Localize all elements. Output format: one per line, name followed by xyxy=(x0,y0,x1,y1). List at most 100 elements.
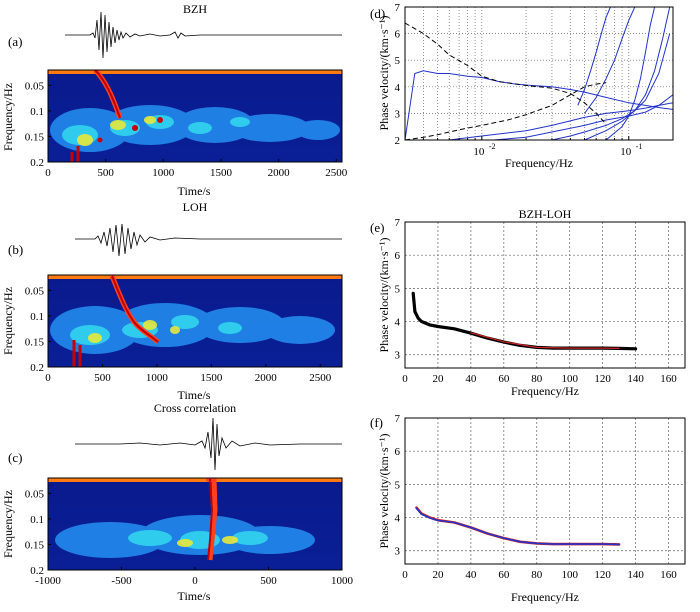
panel-e-series-measured-dispersion xyxy=(411,291,638,351)
panel-f-xtick-label: 40 xyxy=(465,569,477,581)
panel-c-ytick-label: 0.05 xyxy=(25,488,45,500)
panel-d-xlabel: Frequency/Hz xyxy=(505,156,573,170)
panel-d-series-overtone-4 xyxy=(584,7,671,140)
panel-e-xtick-label: 120 xyxy=(594,373,611,385)
panel-b-xtick-label: 1500 xyxy=(200,372,223,384)
panel-a-ytick-label: 0.1 xyxy=(30,106,44,118)
panel-f-series-dispersion-red xyxy=(415,506,621,546)
panel-f-ytick-label: 3 xyxy=(395,546,401,558)
panel-d-ytick-label: 3 xyxy=(395,108,401,120)
panel-d-xtick-label: 10 xyxy=(620,146,632,158)
panel-d-xtick-exponent: -2 xyxy=(489,142,496,151)
panel-f-xtick-label: 140 xyxy=(627,569,644,581)
panel-d: (d) 2 3 4 5 6 7 10 -2 10 -1 Frequency/Hz Phase ve… xyxy=(370,2,674,170)
panel-e-title: BZH-LOH xyxy=(519,207,572,221)
panel-e-xtick-label: 40 xyxy=(465,373,477,385)
panel-a-ytick-label: 0.15 xyxy=(25,131,45,143)
panel-d-ytick-label: 7 xyxy=(395,2,401,14)
panel-b-ytick-label: 0.2 xyxy=(30,362,44,374)
panel-a-spectrogram xyxy=(48,70,342,162)
panel-b-ytick-label: 0.15 xyxy=(25,336,45,348)
panel-e-ytick-label: 4 xyxy=(395,317,401,329)
panel-d-series-overtone-5 xyxy=(605,7,656,140)
panel-d-xtick-exponent: -1 xyxy=(636,142,643,151)
panel-c-ylabel: Frequency/Hz xyxy=(1,490,15,558)
panel-a-ytick-label: 0.2 xyxy=(30,157,44,169)
panel-d-ytick-label: 5 xyxy=(395,55,401,67)
panel-e-xtick-label: 60 xyxy=(498,373,510,385)
panel-d-series-dashed-upper xyxy=(405,22,607,125)
panel-d-series-dashed-lower xyxy=(405,82,607,140)
panel-e-xtick-label: 100 xyxy=(561,373,578,385)
panel-e-xtick-label: 80 xyxy=(531,373,543,385)
panel-c-waveform xyxy=(75,417,342,471)
panel-d-label: (d) xyxy=(370,6,385,21)
panel-b-label: (b) xyxy=(8,242,23,257)
panel-f-ytick-label: 5 xyxy=(395,479,401,491)
panel-f-xtick-label: 60 xyxy=(498,569,510,581)
panel-c-ytick-label: 0.1 xyxy=(30,514,44,526)
panel-c-xtick-label: -500 xyxy=(111,575,132,587)
panel-c: (c) Cross correlation -1000 -500 0 500 1000 0… xyxy=(1,401,354,603)
panel-f-series-dispersion-blue xyxy=(415,507,620,546)
panel-f-xtick-label: 100 xyxy=(561,569,578,581)
panel-d-series-overtone-7 xyxy=(577,7,611,106)
panel-c-xtick-label: -1000 xyxy=(35,575,61,587)
panel-c-ytick-label: 0.2 xyxy=(30,565,44,577)
panel-f-xtick-label: 80 xyxy=(531,569,543,581)
panel-a-label: (a) xyxy=(8,34,22,49)
panel-a-xlabel: Time/s xyxy=(178,184,211,198)
panel-e-ytick-label: 7 xyxy=(395,217,401,229)
panel-f-xtick-label: 0 xyxy=(402,569,408,581)
panel-a-title: BZH xyxy=(183,2,207,16)
panel-f-ylabel: Phase velocity/(km·s⁻¹) xyxy=(377,434,391,549)
panel-c-title: Cross correlation xyxy=(154,401,236,415)
panel-b-ylabel: Frequency/Hz xyxy=(1,287,15,355)
panel-a-xtick-label: 0 xyxy=(45,167,51,179)
panel-e-ylabel: Phase velocity/(km·s⁻¹) xyxy=(377,238,391,353)
panel-a-xtick-label: 1500 xyxy=(210,167,233,179)
panel-d-series-overtone-1 xyxy=(449,102,673,140)
panel-c-xtick-label: 500 xyxy=(260,575,277,587)
panel-d-xtick-label: 10 xyxy=(473,146,485,158)
panel-b-waveform xyxy=(75,223,342,257)
panel-a-ytick-label: 0.05 xyxy=(25,80,45,92)
panel-c-label: (c) xyxy=(8,450,22,465)
panel-e-series-picked-dispersion xyxy=(470,332,620,349)
panel-e-ytick-label: 3 xyxy=(395,350,401,362)
panel-f-ytick-label: 4 xyxy=(395,513,401,525)
panel-e-ytick-label: 6 xyxy=(395,250,401,262)
panel-a-ylabel: Frequency/Hz xyxy=(1,83,15,151)
panel-a: (a) BZH 0 xyxy=(1,2,348,198)
panel-e-xlabel: Frequency/Hz xyxy=(511,384,579,398)
panel-f-ytick-label: 7 xyxy=(395,413,401,425)
panel-d-ytick-label: 4 xyxy=(395,82,401,94)
panel-d-ytick-label: 6 xyxy=(395,29,401,41)
panel-a-xtick-label: 2500 xyxy=(325,167,348,179)
panel-b-xtick-label: 1000 xyxy=(146,372,169,384)
panel-b-xtick-label: 2000 xyxy=(255,372,278,384)
panel-b-xlabel: Time/s xyxy=(178,388,211,402)
panel-a-xtick-label: 2000 xyxy=(268,167,291,179)
panel-f-ytick-label: 6 xyxy=(395,446,401,458)
panel-c-xtick-label: 0 xyxy=(192,575,198,587)
panel-c-ytick-label: 0.15 xyxy=(25,539,45,551)
panel-e: (e) BZH-LOH 0 20 40 60 80 100 120 140 160 3 4 5 6 7 F… xyxy=(370,207,686,398)
panel-d-series-overtone-6 xyxy=(584,7,636,114)
panel-b-xtick-label: 500 xyxy=(94,372,111,384)
panel-f: (f) 0 20 40 60 80 100 120 140 160 3 4 5 6 7 Frequency… xyxy=(370,413,686,604)
panel-c-xtick-label: 1000 xyxy=(331,575,354,587)
panel-c-xlabel: Time/s xyxy=(178,589,211,603)
panel-b: (b) LOH 0 500 1000 1500 2000 2500 0.05 0.1 0.15 0… xyxy=(1,200,343,402)
panel-d-series-overtone-2 xyxy=(493,94,673,140)
panel-f-xtick-label: 20 xyxy=(432,569,444,581)
panel-f-label: (f) xyxy=(370,415,383,430)
panel-e-xtick-label: 140 xyxy=(627,373,644,385)
panel-f-xlabel: Frequency/Hz xyxy=(511,590,579,604)
panel-d-ylabel: Phase velocity/(km·s⁻¹) xyxy=(377,16,391,131)
panel-d-ytick-label: 2 xyxy=(395,135,401,147)
panel-a-xtick-label: 1000 xyxy=(152,167,175,179)
panel-b-xtick-label: 2500 xyxy=(309,372,332,384)
panel-b-ytick-label: 0.05 xyxy=(25,285,45,297)
